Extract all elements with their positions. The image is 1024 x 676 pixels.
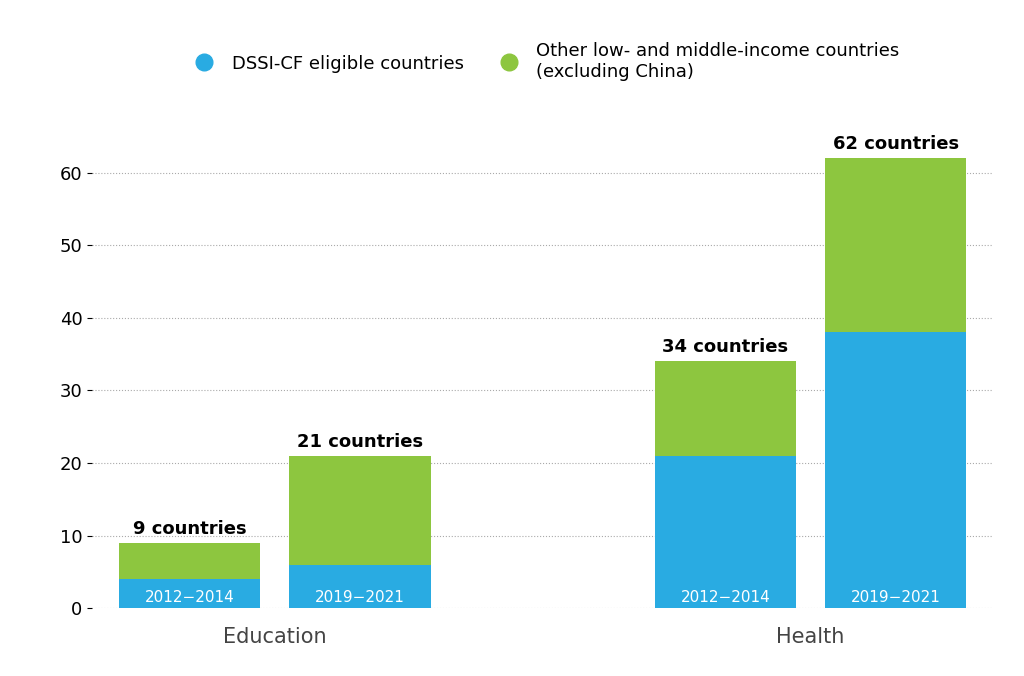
- Bar: [290, 565, 431, 608]
- Legend: DSSI-CF eligible countries, Other low- and middle-income countries
(excluding Ch: DSSI-CF eligible countries, Other low- a…: [177, 33, 908, 90]
- Text: 34 countries: 34 countries: [663, 338, 788, 356]
- Bar: [654, 362, 796, 456]
- Text: 2012−2014: 2012−2014: [681, 591, 770, 606]
- Text: 21 countries: 21 countries: [297, 433, 423, 451]
- Text: 2012−2014: 2012−2014: [144, 591, 234, 606]
- Bar: [654, 456, 796, 608]
- Text: 9 countries: 9 countries: [133, 520, 247, 538]
- Bar: [825, 158, 967, 333]
- Text: 2019−2021: 2019−2021: [851, 591, 941, 606]
- Text: 62 countries: 62 countries: [833, 135, 958, 153]
- Bar: [119, 579, 260, 608]
- Bar: [290, 456, 431, 565]
- Bar: [119, 543, 260, 579]
- Text: 2019−2021: 2019−2021: [315, 591, 406, 606]
- Bar: [825, 333, 967, 608]
